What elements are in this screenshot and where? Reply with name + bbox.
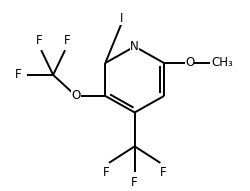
Text: F: F	[15, 68, 22, 81]
Text: I: I	[120, 12, 123, 25]
Text: O: O	[71, 89, 80, 103]
Text: F: F	[102, 166, 109, 179]
Text: N: N	[130, 40, 138, 53]
Text: F: F	[159, 166, 166, 179]
Text: O: O	[184, 57, 194, 70]
Text: F: F	[36, 33, 43, 46]
Text: F: F	[131, 176, 138, 189]
Text: F: F	[63, 33, 70, 46]
Text: CH₃: CH₃	[211, 57, 233, 70]
